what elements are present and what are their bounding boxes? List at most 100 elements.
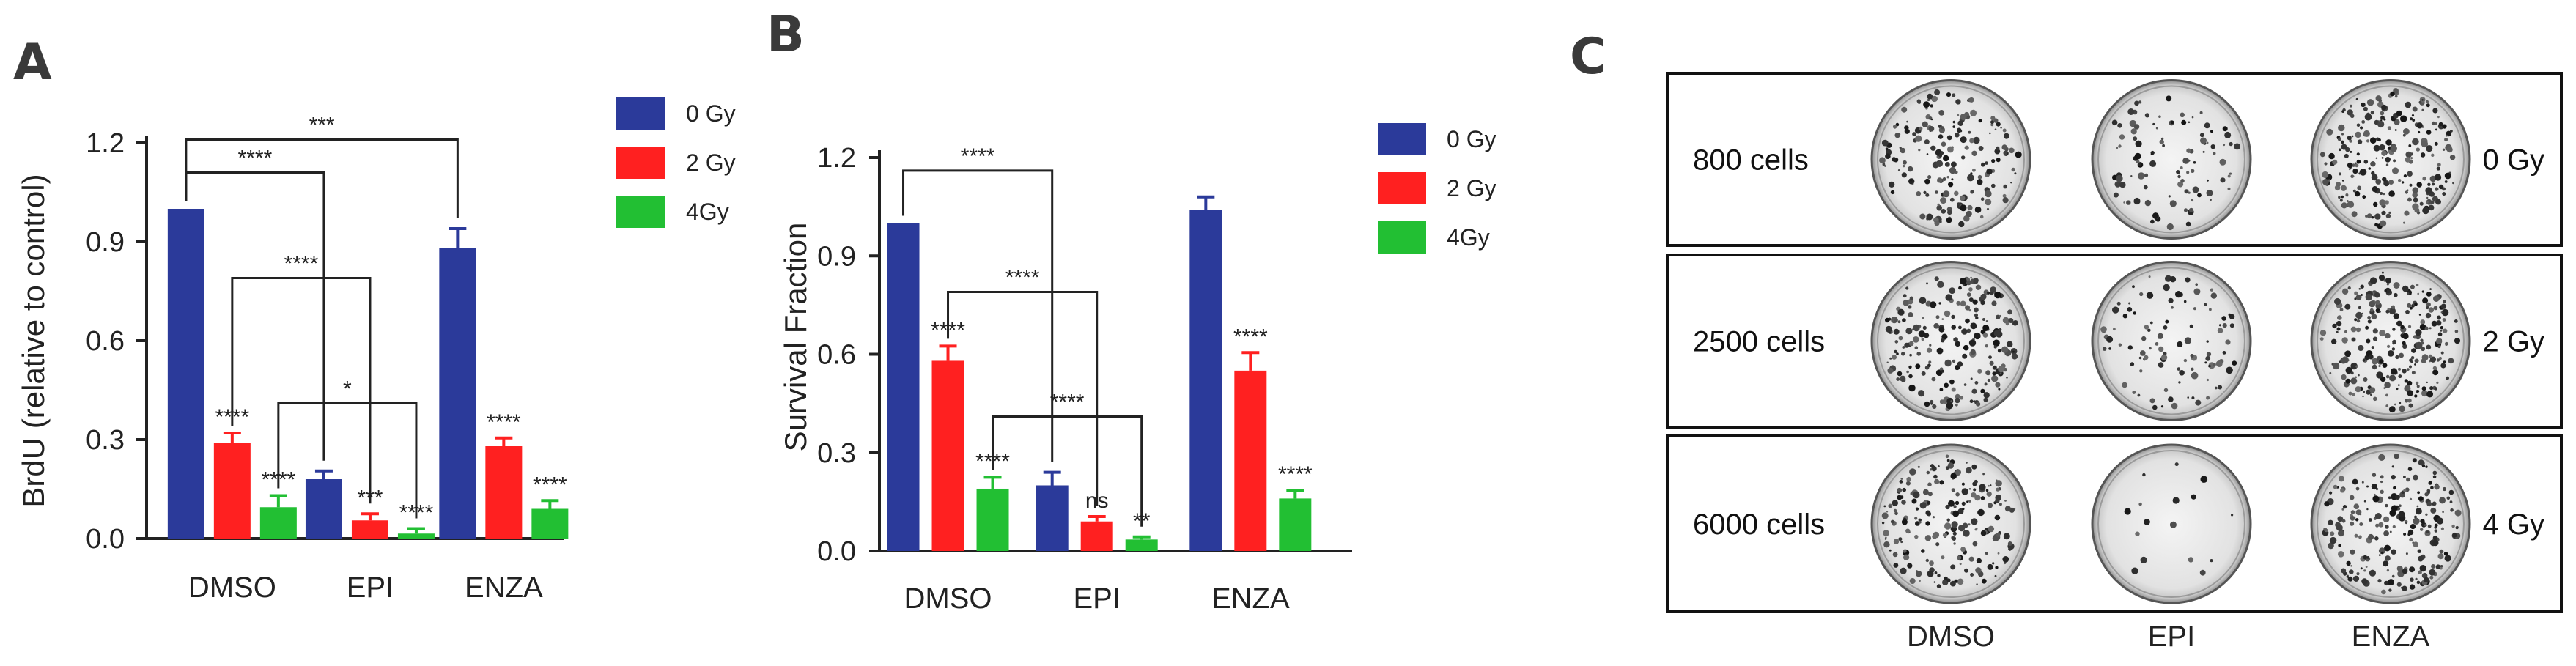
colony	[1961, 482, 1965, 486]
bar	[1234, 370, 1267, 551]
colony	[1968, 500, 1971, 503]
colony	[2127, 345, 2133, 350]
colony	[2152, 404, 2158, 410]
bar	[931, 360, 964, 551]
colony	[1969, 138, 1974, 144]
colony	[1893, 539, 1900, 544]
colony	[1960, 136, 1967, 144]
colony	[2369, 308, 2374, 312]
colony	[2011, 167, 2015, 172]
colony	[2002, 197, 2009, 204]
colony	[1926, 470, 1930, 475]
colony	[2210, 559, 2213, 563]
colony	[2407, 390, 2413, 396]
colony	[2177, 181, 2184, 188]
colony	[2100, 326, 2107, 333]
colony	[1982, 318, 1985, 321]
colony	[1885, 317, 1890, 323]
colony	[2337, 530, 2344, 537]
colony	[2415, 508, 2422, 515]
colony	[2412, 458, 2417, 463]
colony	[2166, 95, 2172, 102]
colony	[2112, 306, 2119, 314]
colony	[2329, 536, 2337, 544]
colony	[2347, 109, 2353, 116]
colony	[2191, 494, 2196, 500]
colony	[2432, 539, 2439, 547]
colony	[1907, 563, 1913, 569]
colony	[1988, 484, 1990, 487]
colony	[2144, 355, 2149, 360]
colony	[2378, 310, 2381, 313]
colony	[2426, 302, 2431, 307]
colony	[1970, 172, 1973, 175]
colony	[2108, 347, 2111, 350]
colony	[1899, 147, 1902, 149]
colony	[2421, 572, 2428, 579]
colony	[2223, 144, 2226, 147]
colony	[2352, 163, 2355, 167]
colony	[1951, 387, 1956, 392]
colony	[2439, 549, 2444, 554]
colony	[1934, 478, 1940, 485]
colony	[2350, 521, 2355, 526]
plate-column-label: ENZA	[2352, 621, 2430, 653]
colony	[1934, 89, 1941, 95]
colony	[2443, 552, 2448, 556]
colony	[2207, 179, 2209, 182]
colony	[1931, 377, 1936, 382]
colony	[2354, 291, 2358, 295]
colony	[2375, 300, 2380, 306]
colony	[2228, 313, 2232, 317]
colony	[2436, 358, 2440, 362]
colony	[1925, 521, 1930, 526]
chart-b: 0.0 0.3 0.6 0.9 1.2 Survival Fraction DMSO EPI E…	[778, 123, 1496, 615]
colony	[1987, 563, 1993, 570]
colony	[1967, 174, 1974, 182]
colony	[1981, 578, 1987, 584]
colony	[2177, 174, 2181, 179]
colony	[1936, 347, 1944, 355]
colony	[1941, 126, 1944, 130]
colony	[2144, 199, 2152, 207]
colony	[1901, 106, 1908, 113]
colony	[2178, 381, 2181, 384]
colony	[1964, 568, 1968, 573]
colony	[2003, 133, 2009, 139]
colony	[2454, 509, 2462, 517]
colony	[2448, 555, 2451, 558]
colony	[2431, 564, 2436, 569]
colony	[2158, 362, 2164, 368]
colony	[2378, 454, 2385, 462]
colony	[1918, 518, 1922, 522]
colony	[2351, 135, 2354, 138]
colony	[2232, 360, 2237, 366]
colony	[1912, 336, 1919, 343]
colony	[2429, 175, 2436, 182]
colony	[2410, 356, 2415, 360]
culture-dish	[2091, 79, 2252, 240]
colony	[2132, 391, 2136, 394]
colony	[2412, 192, 2418, 198]
colony	[2385, 393, 2388, 397]
colony	[1998, 388, 2001, 391]
colony	[2385, 278, 2391, 284]
colony	[2410, 117, 2413, 121]
colony	[2229, 141, 2233, 147]
colony	[2418, 555, 2424, 562]
colony	[2206, 352, 2212, 357]
colony	[2444, 180, 2448, 183]
colony	[1994, 148, 2001, 155]
dish-rim	[2317, 85, 2465, 234]
colony	[1952, 359, 1956, 363]
colony	[2436, 320, 2442, 326]
colony	[1976, 583, 1978, 585]
legend-label: 2 Gy	[1447, 175, 1496, 201]
colony	[2385, 287, 2391, 294]
colony	[1900, 541, 1903, 544]
colony	[2366, 213, 2372, 219]
colony	[2329, 129, 2332, 131]
colony	[2369, 300, 2376, 308]
colony	[1946, 217, 1952, 223]
colony	[2409, 306, 2413, 310]
